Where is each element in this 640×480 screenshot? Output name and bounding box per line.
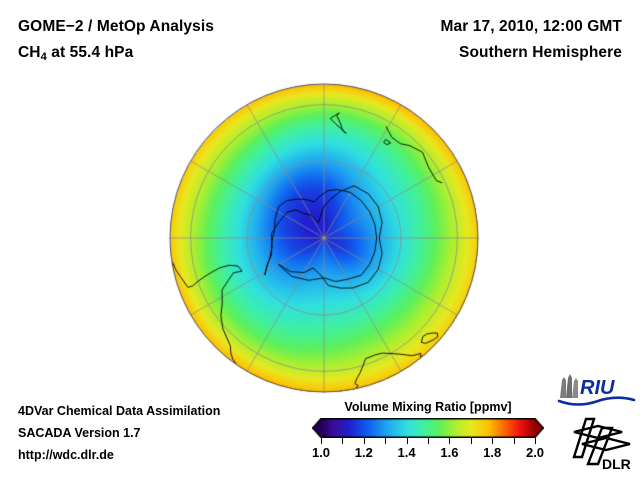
colorbar-gradient <box>312 418 544 438</box>
colorbar-strip <box>312 418 544 438</box>
riu-wordmark: RIU <box>580 377 615 399</box>
colorbar-tick <box>342 438 344 444</box>
colorbar-label: 1.0 <box>311 445 331 460</box>
colorbar-tick <box>449 438 451 444</box>
colorbar-tick <box>513 438 515 444</box>
colorbar-ticks <box>312 438 544 444</box>
riu-tower-icon <box>560 374 578 398</box>
colorbar-tick <box>492 438 494 444</box>
region-label: Southern Hemisphere <box>459 44 622 61</box>
globe-map <box>168 82 480 394</box>
species-prefix: CH <box>18 44 41 61</box>
colorbar-label: 1.8 <box>483 445 502 460</box>
colorbar-tick <box>406 438 408 444</box>
colorbar-tick <box>385 438 387 444</box>
colorbar-label: 2.0 <box>525 445 545 460</box>
riu-wave-icon <box>557 396 636 406</box>
colorbar-labels: 1.0 1.2 1.4 1.6 1.8 2.0 <box>312 445 544 463</box>
dlr-arrow-icon <box>572 417 631 466</box>
colorbar-title: Volume Mixing Ratio [ppmv] <box>344 400 512 414</box>
dlr-wordmark: DLR <box>602 456 631 472</box>
colorbar-label: 1.2 <box>354 445 373 460</box>
species-line: CH4 at 55.4 hPa <box>18 40 214 70</box>
colorbar: Volume Mixing Ratio [ppmv] 1.0 1.2 1.4 1.6 1… <box>312 400 544 463</box>
species-subscript: 4 <box>40 51 47 63</box>
header-right: Mar 17, 2010, 12:00 GMT Southern Hemisph… <box>440 14 622 66</box>
colorbar-tick <box>535 438 536 444</box>
website-link[interactable]: http://wdc.dlr.de <box>18 448 114 462</box>
colorbar-label: 1.6 <box>440 445 459 460</box>
header-left: GOME−2 / MetOp Analysis CH4 at 55.4 hPa <box>18 14 214 70</box>
colorbar-tick <box>321 438 322 444</box>
species-suffix: at 55.4 hPa <box>46 44 134 61</box>
assimilation-label: 4DVar Chemical Data Assimilation <box>18 404 221 418</box>
riu-logo: RIU <box>557 374 636 406</box>
colorbar-tick <box>428 438 429 444</box>
colorbar-tick <box>470 438 472 444</box>
analysis-title: GOME−2 / MetOp Analysis <box>18 18 214 35</box>
footer-left: 4DVar Chemical Data Assimilation SACADA … <box>18 400 220 466</box>
colorbar-tick <box>363 438 365 444</box>
dlr-logo: DLR <box>572 417 631 472</box>
colorbar-label: 1.4 <box>397 445 416 460</box>
timestamp: Mar 17, 2010, 12:00 GMT <box>440 18 622 35</box>
version-label: SACADA Version 1.7 <box>18 426 141 440</box>
globe-canvas <box>168 82 480 394</box>
